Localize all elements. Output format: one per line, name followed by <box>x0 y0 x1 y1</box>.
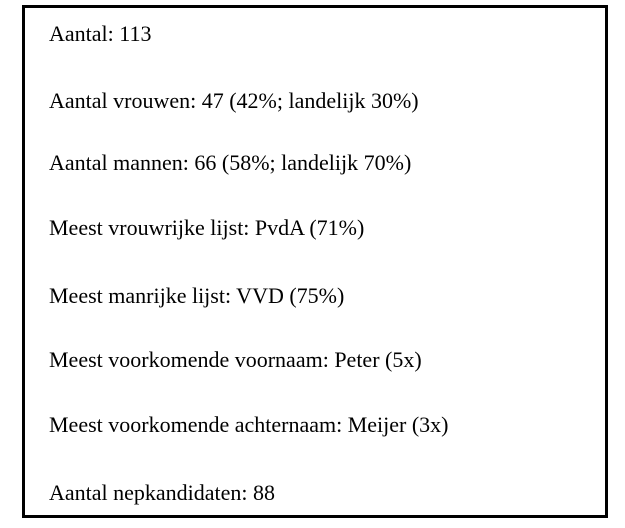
stat-line: Meest voorkomende voornaam: Peter (5x) <box>49 347 422 372</box>
stat-line: Meest vrouwrijke lijst: PvdA (71%) <box>49 215 365 240</box>
stat-line: Aantal nepkandidaten: 88 <box>49 480 276 505</box>
text-box: Aantal: 113 Aantal vrouwen: 47 (42%; land… <box>22 5 608 518</box>
stat-line: Aantal mannen: 66 (58%; landelijk 70%) <box>49 150 412 175</box>
stat-line: Aantal: 113 <box>49 21 152 46</box>
stat-line: Meest voorkomende achternaam: Meijer (3x… <box>49 412 449 437</box>
stat-line: Aantal vrouwen: 47 (42%; landelijk 30%) <box>49 88 419 113</box>
stat-line: Meest manrijke lijst: VVD (75%) <box>49 283 345 308</box>
